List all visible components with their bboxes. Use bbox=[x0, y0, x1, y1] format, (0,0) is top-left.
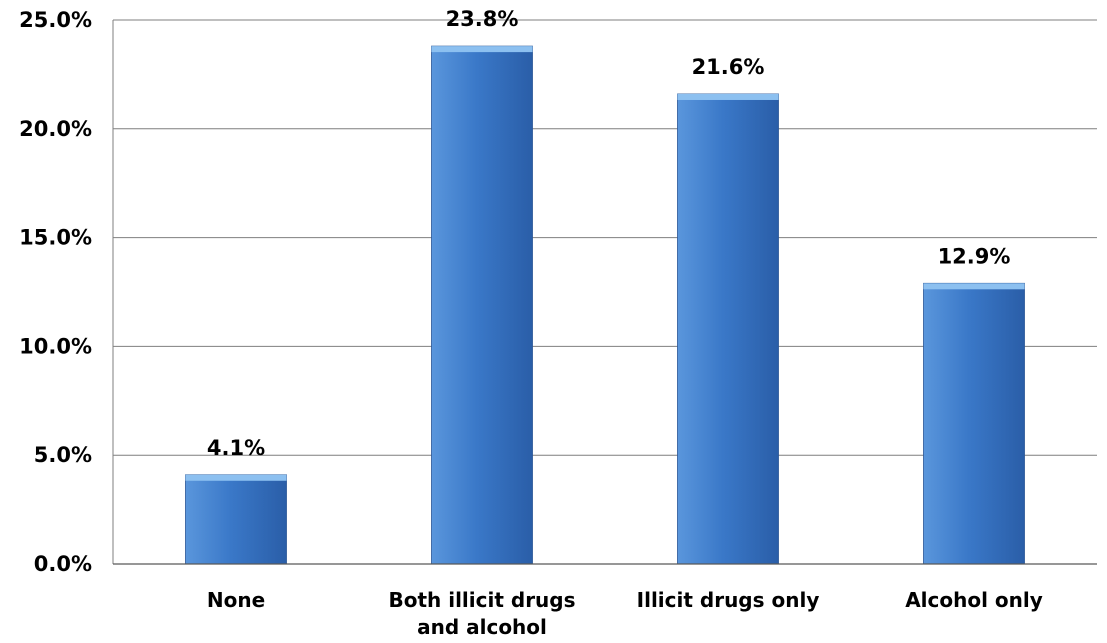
x-tick-label: None bbox=[207, 588, 265, 612]
bar-body bbox=[185, 474, 287, 565]
data-labels: 4.1% 23.8% 21.6% 12.9% bbox=[207, 7, 1011, 460]
bar-body bbox=[431, 45, 533, 565]
y-tick-label: 5.0% bbox=[34, 443, 92, 467]
x-tick-label: and alcohol bbox=[417, 615, 547, 639]
y-axis: 0.0% 5.0% 10.0% 15.0% 20.0% 25.0% bbox=[19, 8, 114, 576]
bar bbox=[185, 474, 287, 565]
bar-top-highlight bbox=[185, 474, 287, 481]
bar-top-highlight bbox=[431, 46, 533, 53]
x-tick-label: Both illicit drugs bbox=[388, 588, 575, 612]
bars bbox=[185, 45, 1025, 565]
data-label: 21.6% bbox=[692, 55, 765, 79]
x-tick-label: Illicit drugs only bbox=[637, 588, 820, 612]
bar-body bbox=[923, 282, 1025, 565]
x-axis: None Both illicit drugs and alcohol Illicit… bbox=[113, 563, 1097, 639]
y-tick-label: 0.0% bbox=[34, 552, 92, 576]
y-tick-label: 15.0% bbox=[19, 226, 92, 250]
data-label: 12.9% bbox=[938, 244, 1011, 268]
bar-top-highlight bbox=[923, 283, 1025, 290]
bar bbox=[923, 282, 1025, 565]
y-tick-label: 25.0% bbox=[19, 8, 92, 32]
y-tick-label: 20.0% bbox=[19, 117, 92, 141]
bar-top-highlight bbox=[677, 93, 779, 100]
y-tick-label: 10.0% bbox=[19, 334, 92, 358]
data-label: 4.1% bbox=[207, 436, 265, 460]
data-label: 23.8% bbox=[446, 7, 519, 31]
bar bbox=[677, 93, 779, 565]
bar-body bbox=[677, 93, 779, 565]
bar bbox=[431, 45, 533, 565]
x-tick-label: Alcohol only bbox=[905, 588, 1043, 612]
